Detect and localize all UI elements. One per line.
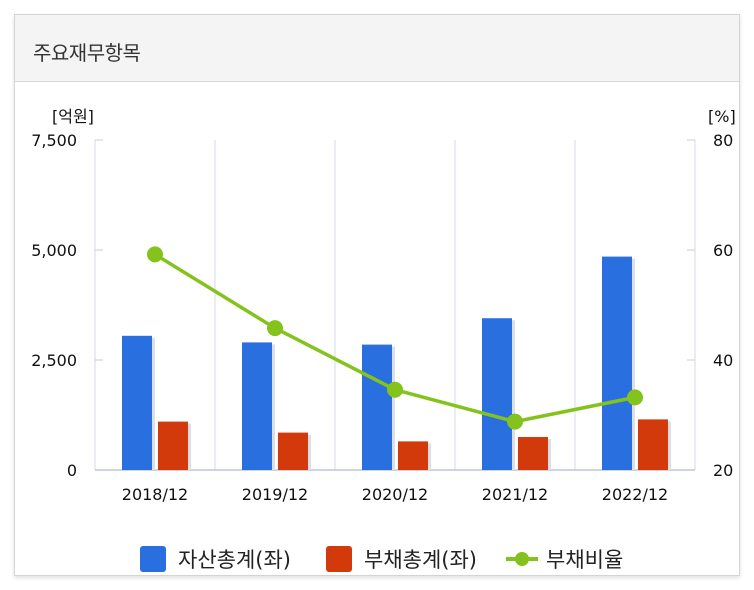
- debt-ratio-point: [507, 413, 523, 430]
- x-tick-label: 2019/12: [242, 485, 308, 504]
- legend-label: 자산총계(좌): [178, 548, 291, 572]
- x-tick-label: 2021/12: [482, 485, 548, 504]
- y-right-unit-label: [%]: [708, 107, 736, 126]
- bar-total-liabilities: [398, 441, 428, 470]
- bar-total-liabilities: [158, 421, 188, 470]
- bar-total-liabilities: [638, 419, 668, 470]
- y-right-tick-label: 80: [713, 131, 733, 150]
- x-tick-label: 2018/12: [122, 485, 188, 504]
- y-right-tick-label: 20: [713, 461, 733, 480]
- y-left-tick-label: 2,500: [31, 351, 77, 370]
- bar-total-assets: [602, 256, 632, 470]
- legend-label: 부채총계(좌): [364, 548, 477, 572]
- legend-swatch-bar: [140, 546, 166, 572]
- bar-total-liabilities: [518, 437, 548, 470]
- bar-total-assets: [362, 344, 392, 470]
- bar-total-assets: [122, 335, 152, 470]
- y-left-tick-label: 7,500: [31, 131, 77, 150]
- bar-total-liabilities: [278, 432, 308, 470]
- debt-ratio-point: [147, 246, 163, 263]
- panel-header: 주요재무항목: [15, 15, 739, 82]
- bar-total-assets: [242, 342, 272, 470]
- panel-title: 주요재무항목: [33, 41, 141, 65]
- legend-label: 부채비율: [546, 548, 623, 572]
- bar-total-assets: [482, 318, 512, 470]
- debt-ratio-point: [387, 381, 403, 398]
- y-left-unit-label: [억원]: [52, 107, 94, 126]
- y-left-tick-label: 0: [67, 461, 77, 480]
- y-right-tick-label: 60: [713, 241, 733, 260]
- legend-swatch-marker: [515, 552, 529, 566]
- debt-ratio-point: [267, 320, 283, 337]
- y-right-tick-label: 40: [713, 351, 733, 370]
- x-tick-label: 2020/12: [362, 485, 428, 504]
- y-left-tick-label: 5,000: [31, 241, 77, 260]
- debt-ratio-point: [627, 389, 643, 406]
- legend-swatch-bar: [326, 546, 352, 572]
- x-tick-label: 2022/12: [602, 485, 668, 504]
